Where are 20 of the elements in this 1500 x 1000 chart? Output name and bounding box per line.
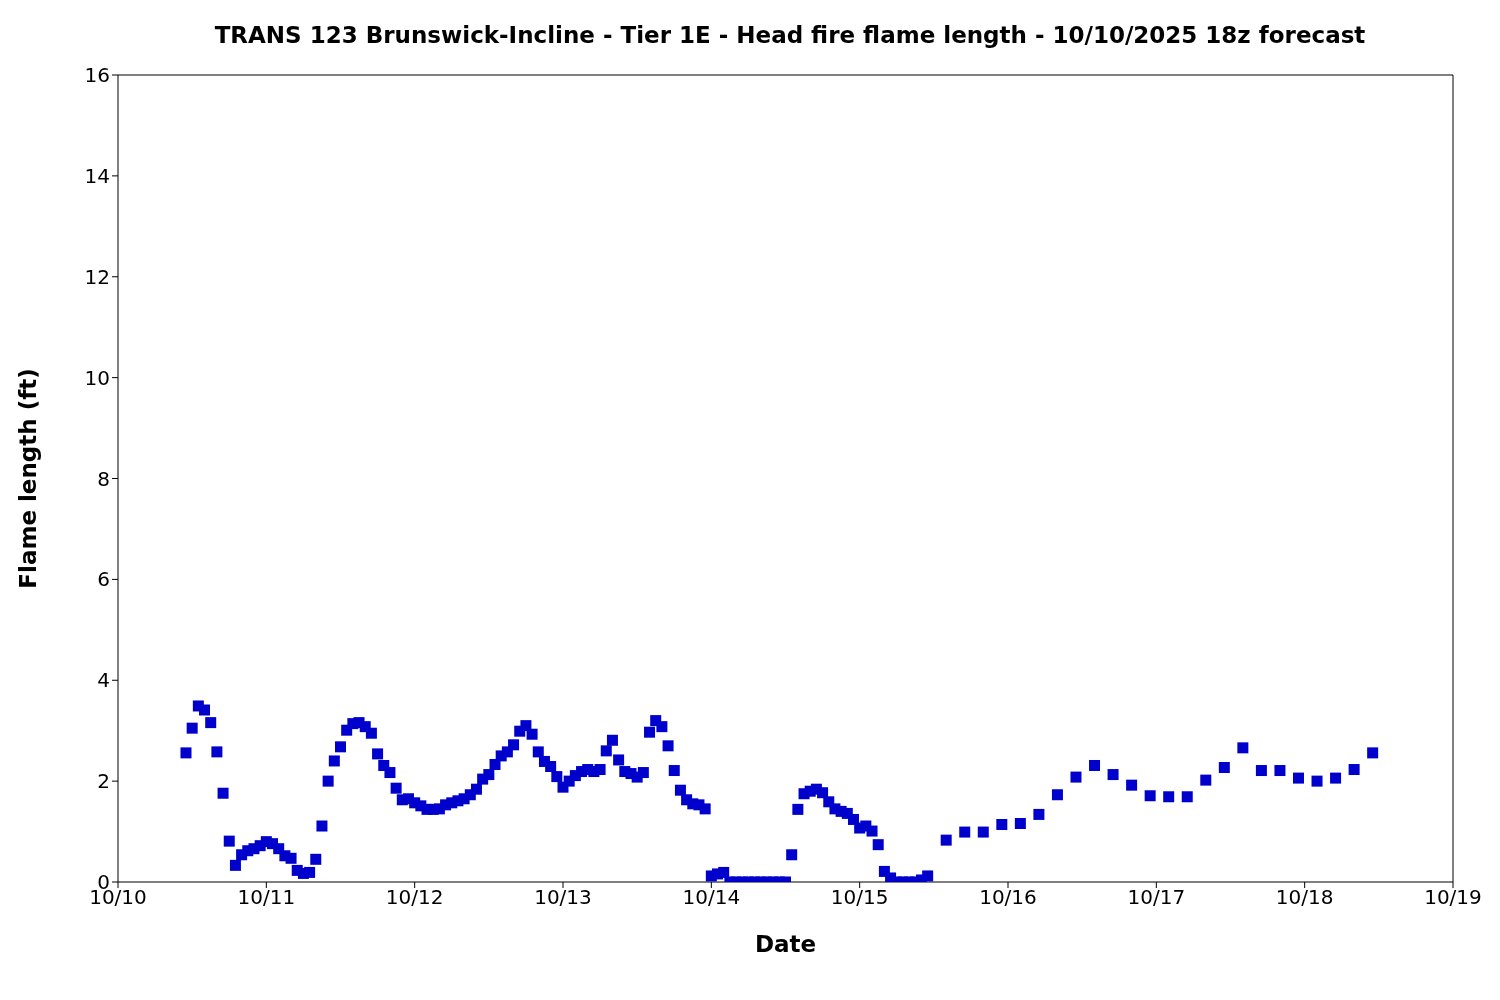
y-tick-label: 12: [84, 264, 110, 289]
x-tick-label: 10/12: [385, 885, 444, 910]
y-tick-label: 8: [97, 466, 110, 491]
y-tick-label: 10: [84, 365, 110, 390]
x-tick-label: 10/15: [830, 885, 889, 910]
x-axis-title: Date: [754, 931, 817, 957]
y-tick-label: 2: [97, 769, 110, 794]
x-tick-label: 10/13: [534, 885, 592, 910]
y-tick-label: 6: [97, 567, 110, 592]
x-tick-label: 10/18: [1275, 885, 1334, 910]
y-axis-title: Flame length (ft): [15, 368, 42, 589]
chart-title: TRANS 123 Brunswick-Incline - Tier 1E - Head fire flame length - 10/10/2025 18z forecast: [213, 22, 1367, 50]
y-tick-label: 16: [84, 63, 110, 88]
x-tick-label: 10/17: [1127, 885, 1186, 910]
x-tick-label: 10/16: [979, 885, 1037, 910]
x-tick-label: 10/11: [237, 885, 296, 910]
y-tick-label: 14: [84, 163, 110, 188]
x-tick-label: 10/19: [1424, 885, 1482, 910]
x-tick-label: 10/14: [682, 885, 741, 910]
y-tick-label: 4: [97, 668, 110, 693]
